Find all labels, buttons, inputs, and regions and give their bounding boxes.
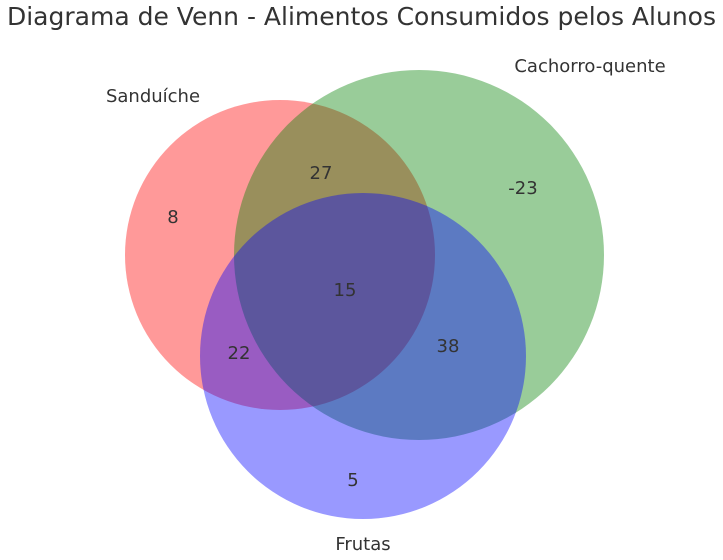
region-only-cachorro-quente: -23	[508, 178, 537, 199]
region-sanduiche-cachorro-quente: 27	[310, 163, 333, 184]
set-circle-cachorro-quente	[234, 70, 604, 440]
region-sanduiche-frutas: 22	[228, 343, 251, 364]
region-cachorro-quente-frutas: 38	[437, 336, 460, 357]
region-only-frutas: 5	[347, 470, 358, 491]
region-only-sanduiche: 8	[167, 207, 178, 228]
set-circle-frutas	[200, 193, 526, 519]
diagram-title: Diagrama de Venn - Alimentos Consumidos …	[6, 2, 716, 31]
set-label-cachorro-quente: Cachorro-quente	[514, 56, 665, 77]
set-label-sanduiche: Sanduíche	[106, 86, 200, 107]
set-circle-sanduiche	[125, 100, 435, 410]
region-all-three: 15	[334, 280, 357, 301]
set-label-frutas: Frutas	[335, 534, 390, 555]
